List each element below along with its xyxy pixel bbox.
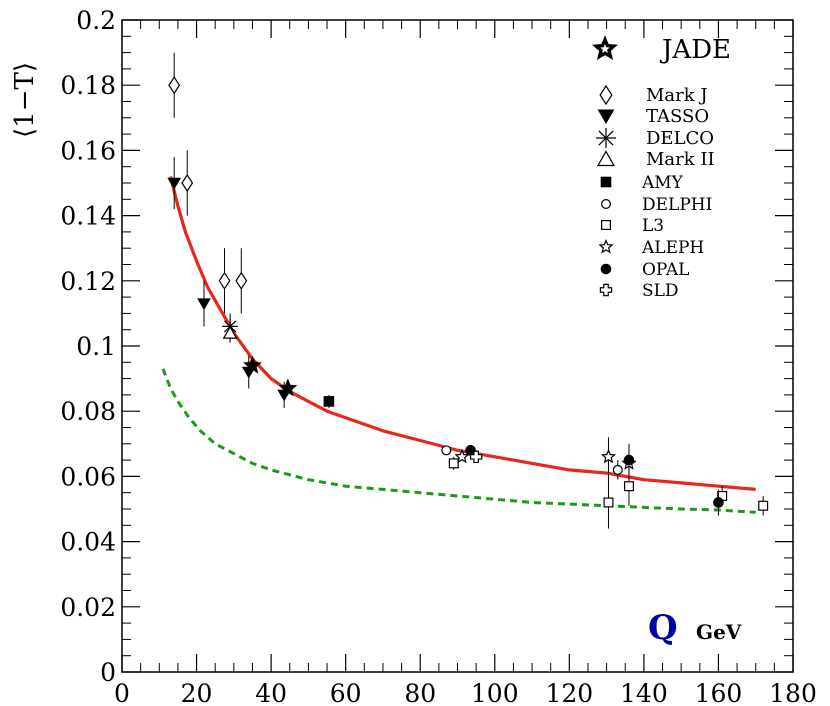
data-point	[600, 448, 617, 464]
data-point	[469, 450, 483, 464]
x-tick-label: 80	[404, 679, 436, 706]
dashed-curve	[161, 368, 756, 514]
legend-label: TASSO	[646, 106, 709, 127]
data-point	[222, 325, 238, 339]
x-tick-label: 180	[769, 679, 817, 706]
data-point	[441, 445, 452, 456]
data-point	[623, 481, 634, 492]
y-tick-label: 0.08	[60, 397, 116, 426]
legend-marker	[599, 84, 613, 106]
x-tick-label: 160	[695, 679, 743, 706]
legend-label: AMY	[641, 173, 684, 193]
legend-marker	[596, 128, 616, 148]
legend-label: DELCO	[646, 128, 714, 149]
legend-label: Mark J	[646, 85, 708, 106]
y-tick-label: 0.04	[60, 528, 116, 557]
x-tick-label: 40	[255, 679, 287, 706]
axes: 0 20 40 60 80 100 120 140 160 180 0 0.02 0.04 0.06 0.0…	[60, 6, 817, 706]
data-points	[167, 52, 769, 529]
data-point	[197, 298, 211, 311]
x-tick-label: 140	[620, 679, 668, 706]
y-tick-label: 0.2	[76, 6, 116, 35]
y-tick-label: 0.16	[60, 136, 116, 165]
legend-marker	[600, 199, 611, 210]
y-tick-label: 0	[100, 658, 116, 687]
data-point	[218, 271, 231, 290]
data-point	[454, 448, 470, 464]
x-axis-symbol: Q	[648, 608, 678, 648]
data-point	[713, 497, 724, 508]
legend-label: OPAL	[642, 260, 689, 280]
x-tick-label: 100	[471, 679, 519, 706]
y-axis-label: ⟨1−T⟩	[10, 62, 40, 138]
legend-marker	[600, 176, 612, 188]
legend-marker	[598, 239, 614, 254]
data-point	[278, 378, 298, 397]
legend-marker	[600, 220, 611, 231]
data-point	[448, 458, 459, 469]
legend-marker	[599, 283, 613, 297]
x-tick-label: 60	[330, 679, 362, 706]
solid-curve	[168, 176, 756, 491]
legend-label: SLD	[642, 281, 679, 301]
model-curves	[161, 176, 756, 514]
y-tick-label: 0.12	[60, 267, 116, 296]
data-point	[612, 464, 623, 475]
data-point	[603, 497, 614, 508]
data-point	[323, 396, 335, 407]
data-point	[181, 173, 194, 193]
x-tick-label: 120	[545, 679, 593, 706]
legend-marker	[600, 263, 612, 275]
data-point	[168, 76, 181, 95]
legend-label: JADE	[659, 35, 731, 65]
y-tick-label: 0.02	[60, 593, 116, 622]
legend-label: L3	[642, 216, 664, 236]
y-tick-label: 0.06	[60, 462, 116, 491]
data-point	[167, 177, 182, 190]
data-point	[243, 355, 262, 374]
y-tick-label: 0.18	[60, 71, 116, 100]
data-point	[758, 500, 769, 511]
x-tick-label: 20	[181, 679, 213, 706]
legend-label: DELPHI	[642, 195, 712, 215]
legend-marker	[597, 109, 615, 125]
data-point	[235, 271, 248, 290]
legend-marker-inner	[600, 44, 610, 53]
legend-marker	[596, 150, 616, 167]
x-tick-label: 0	[114, 679, 130, 706]
legend-label: ALEPH	[641, 238, 704, 258]
y-tick-label: 0.1	[76, 332, 116, 361]
legend-label: Mark II	[646, 149, 715, 170]
x-axis-unit: GeV	[696, 620, 742, 644]
data-point	[623, 454, 635, 466]
y-tick-label: 0.14	[60, 202, 116, 231]
